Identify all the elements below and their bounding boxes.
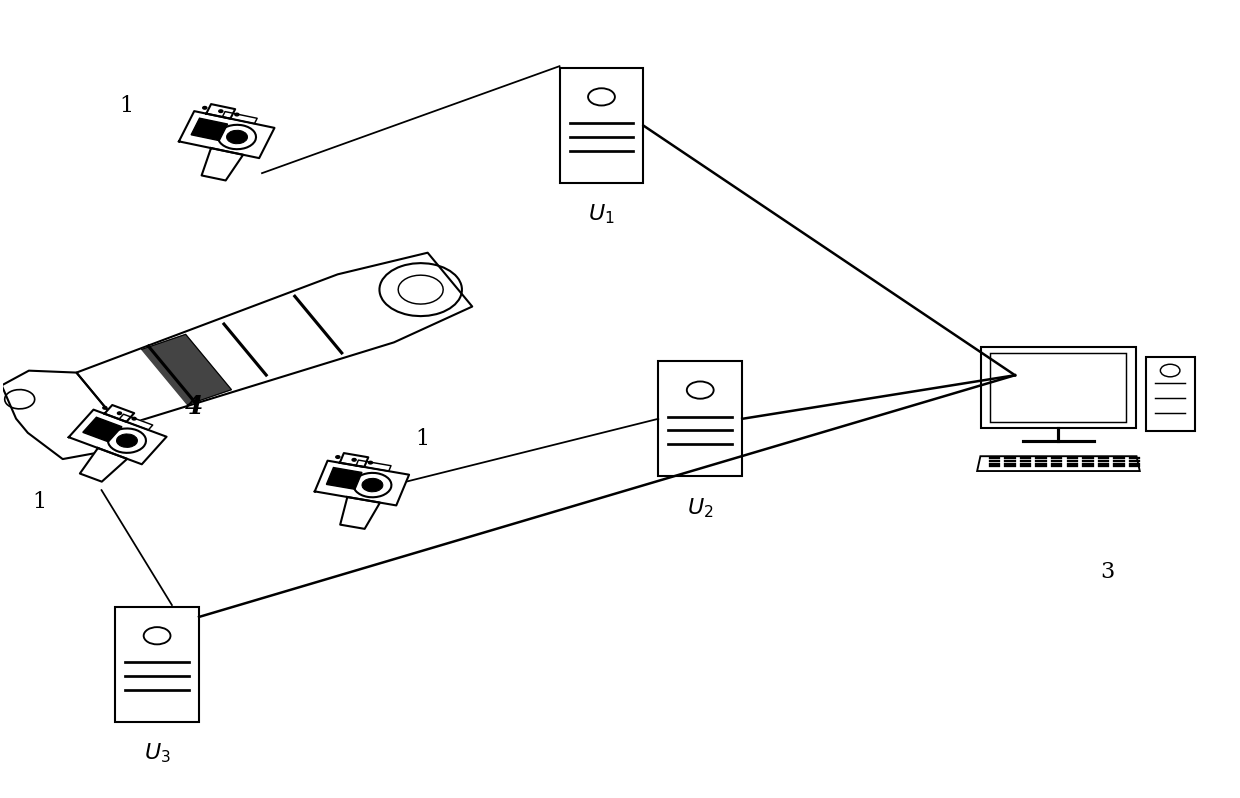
Circle shape: [362, 478, 383, 492]
Bar: [1114, 460, 1125, 462]
Circle shape: [368, 461, 372, 464]
Polygon shape: [340, 453, 368, 467]
Polygon shape: [356, 460, 391, 471]
Bar: [1066, 465, 1078, 468]
Bar: [1004, 460, 1016, 462]
Bar: [988, 460, 999, 462]
Bar: [988, 465, 999, 468]
Bar: [1083, 460, 1094, 462]
Bar: [1035, 460, 1047, 462]
Bar: [1035, 463, 1047, 464]
Bar: [1130, 457, 1141, 460]
Bar: [1130, 463, 1141, 464]
Text: 1: 1: [32, 491, 47, 513]
Circle shape: [118, 412, 122, 414]
Circle shape: [103, 406, 107, 409]
Circle shape: [352, 459, 356, 461]
Bar: [1066, 463, 1078, 464]
Bar: [988, 463, 999, 464]
Bar: [1052, 457, 1063, 460]
Bar: [1130, 465, 1141, 468]
Polygon shape: [206, 104, 236, 119]
Polygon shape: [202, 148, 243, 180]
Bar: [1114, 463, 1125, 464]
Bar: [1004, 457, 1016, 460]
Bar: [1019, 465, 1032, 468]
Bar: [1019, 460, 1032, 462]
Text: $U_1$: $U_1$: [588, 203, 615, 227]
Text: 4: 4: [185, 394, 203, 420]
Circle shape: [202, 106, 207, 109]
Bar: [1035, 457, 1047, 460]
Bar: [1097, 463, 1110, 464]
Bar: [1097, 460, 1110, 462]
Bar: [1052, 463, 1063, 464]
Bar: [1035, 465, 1047, 468]
Bar: [1083, 463, 1094, 464]
Bar: [1052, 465, 1063, 468]
Bar: [1083, 465, 1094, 468]
Polygon shape: [79, 448, 128, 482]
Polygon shape: [119, 414, 153, 430]
Polygon shape: [340, 497, 379, 529]
Polygon shape: [141, 334, 232, 405]
Polygon shape: [191, 118, 228, 140]
Bar: [1097, 457, 1110, 460]
Polygon shape: [77, 253, 472, 426]
Bar: [1097, 465, 1110, 468]
Polygon shape: [315, 460, 409, 505]
Polygon shape: [326, 468, 362, 489]
Polygon shape: [104, 405, 134, 422]
Bar: [1019, 463, 1032, 464]
Bar: [988, 457, 999, 460]
Polygon shape: [83, 417, 122, 442]
Text: $U_2$: $U_2$: [687, 496, 713, 519]
Bar: [1052, 460, 1063, 462]
Bar: [1066, 457, 1078, 460]
Bar: [1130, 460, 1141, 462]
Text: $U_3$: $U_3$: [144, 741, 170, 765]
Polygon shape: [1, 370, 122, 459]
Bar: [1114, 457, 1125, 460]
Bar: [1004, 463, 1016, 464]
Text: 3: 3: [1100, 562, 1115, 583]
Bar: [1004, 465, 1016, 468]
Circle shape: [234, 113, 239, 116]
Circle shape: [117, 434, 138, 448]
Circle shape: [336, 456, 340, 458]
Circle shape: [227, 130, 248, 144]
Bar: [1083, 457, 1094, 460]
Bar: [1114, 465, 1125, 468]
Text: 1: 1: [415, 428, 429, 449]
Polygon shape: [68, 409, 166, 464]
Polygon shape: [222, 112, 257, 124]
Bar: [1066, 460, 1078, 462]
Circle shape: [133, 417, 136, 420]
Circle shape: [218, 110, 223, 113]
Bar: [1019, 457, 1032, 460]
Polygon shape: [179, 111, 274, 158]
Text: 1: 1: [119, 95, 133, 117]
